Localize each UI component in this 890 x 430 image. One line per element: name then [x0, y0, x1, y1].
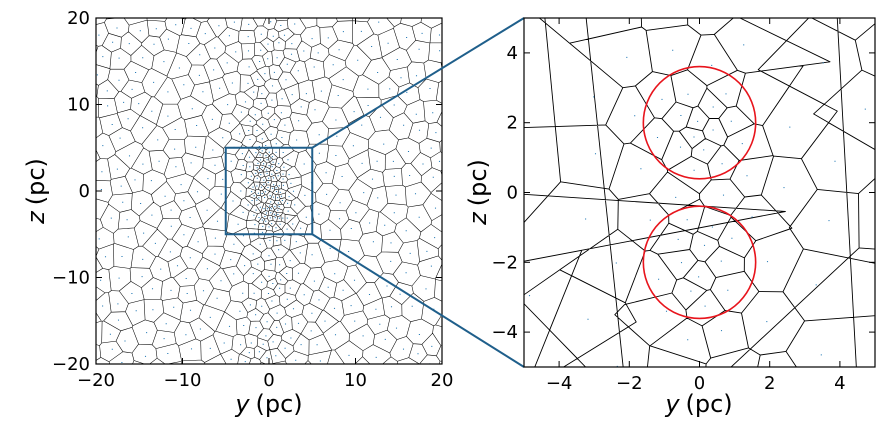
x-tick-label: 2 — [764, 373, 775, 394]
x-tick-label: 4 — [834, 373, 845, 394]
connector-bottom — [311, 233, 525, 368]
y-tick-label: −4 — [491, 322, 518, 343]
right-ylabel: z(pc) — [464, 159, 492, 226]
left-ylabel: z(pc) — [22, 158, 50, 225]
x-tick-label: −4 — [546, 373, 573, 394]
voronoi-edges — [524, 18, 875, 367]
y-tick-label: 20 — [67, 8, 90, 29]
core-circles — [642, 65, 757, 320]
right-xlabel: y (pc) — [664, 390, 732, 418]
x-tick-label: 20 — [431, 370, 454, 391]
right-ticks: −4 −2 0 2 4 −4 −2 0 2 4 — [491, 18, 875, 394]
left-xlabel: y (pc) — [234, 390, 302, 418]
connector-top — [311, 17, 525, 149]
zoom-connectors — [311, 17, 525, 368]
cell-centers — [528, 44, 866, 367]
y-tick-label: 0 — [79, 181, 90, 202]
y-tick-label: 0 — [507, 183, 518, 204]
y-tick-label: −10 — [52, 268, 90, 289]
y-tick-label: 4 — [507, 43, 518, 64]
left-ticks: −20 −10 0 10 20 −20 −10 0 10 20 — [52, 8, 453, 391]
core-circle-1 — [642, 65, 757, 180]
left-voronoi-cells — [96, 18, 442, 364]
x-tick-label: 0 — [263, 370, 274, 391]
core-circle-2 — [642, 205, 757, 320]
right-voronoi-cells — [524, 18, 875, 367]
y-tick-label: 10 — [67, 95, 90, 116]
x-tick-label: −10 — [164, 370, 202, 391]
voronoi-edges — [96, 18, 442, 364]
zoom-box — [224, 146, 314, 236]
left-panel: −20 −10 0 10 20 −20 −10 0 10 20 y (pc) z(pc) — [22, 8, 453, 418]
cell-centers — [96, 18, 441, 364]
x-tick-label: −20 — [77, 370, 115, 391]
x-tick-label: −2 — [616, 373, 643, 394]
y-tick-label: −20 — [52, 354, 90, 375]
x-tick-label: 0 — [694, 373, 705, 394]
y-tick-label: 2 — [507, 113, 518, 134]
right-panel: −4 −2 0 2 4 −4 −2 0 2 4 y (pc) z(pc) — [464, 17, 876, 418]
x-tick-label: 10 — [344, 370, 367, 391]
y-tick-label: −2 — [491, 252, 518, 273]
